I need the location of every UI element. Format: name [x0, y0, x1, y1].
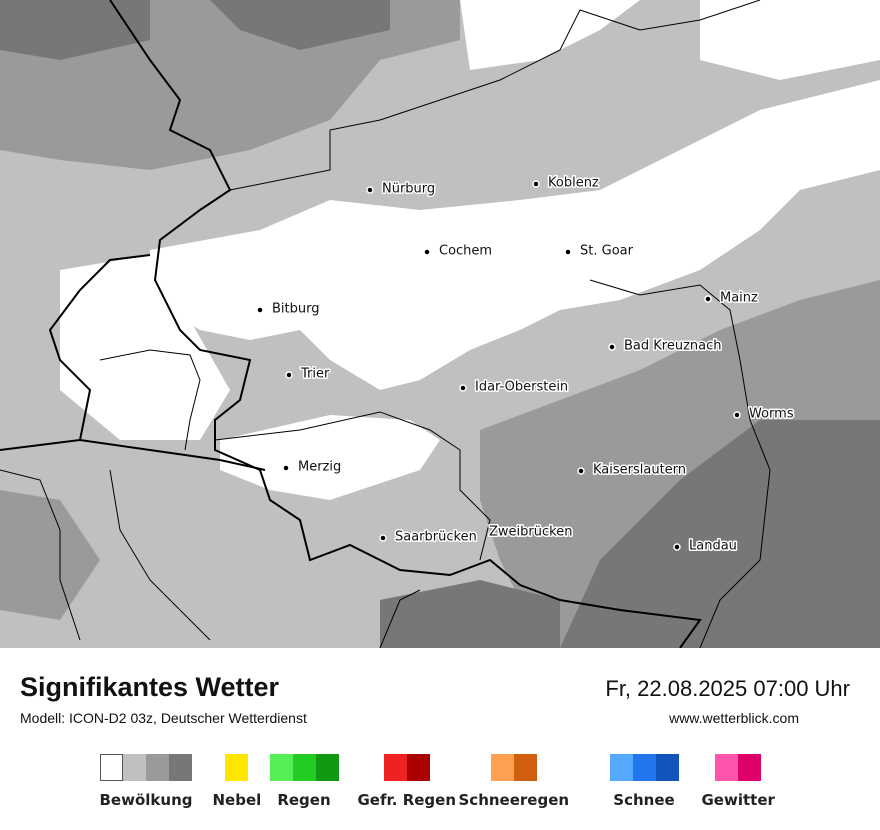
- legend-swatch: [738, 754, 762, 781]
- clear-area: [220, 415, 440, 500]
- legend-label: Schnee: [613, 791, 675, 809]
- map: Nürburg Koblenz Cochem St. Goar Bitburg Mainz…: [0, 0, 880, 648]
- city-dot: [673, 543, 681, 551]
- city-label: Zweibrücken: [489, 525, 572, 540]
- legend-item: Regen: [269, 754, 339, 809]
- cities: Nürburg Koblenz Cochem St. Goar Bitburg Mainz…: [256, 174, 795, 555]
- city-dot: [459, 384, 467, 392]
- region-lines: [0, 0, 771, 648]
- city-label: Cochem: [439, 244, 492, 259]
- city-dot: [379, 534, 387, 542]
- legend-swatches: [213, 754, 262, 781]
- legend-label: Gefr. Regen: [357, 791, 457, 809]
- city-label: Koblenz: [548, 176, 599, 191]
- borders: [0, 0, 702, 648]
- clear-area: [60, 255, 230, 440]
- city-label: Trier: [300, 367, 330, 382]
- legend-swatch: [122, 754, 146, 781]
- legend-label: Bewölkung: [99, 791, 193, 809]
- legend-item: Gewitter: [702, 754, 775, 809]
- city-dot: [256, 306, 264, 314]
- legend-swatches: [459, 754, 570, 781]
- legend-swatch: [715, 754, 739, 781]
- city-dot: [366, 186, 374, 194]
- cloud-dark: [0, 490, 100, 620]
- legend-swatches: [269, 754, 339, 781]
- city-dot: [564, 248, 572, 256]
- city-dot: [733, 411, 741, 419]
- date: Fr, 22.08.2025 07:00 Uhr: [605, 676, 850, 701]
- clear-area: [460, 0, 880, 80]
- city-label: Bad Kreuznach: [624, 339, 722, 354]
- legend-label: Gewitter: [701, 791, 775, 809]
- legend-swatch: [609, 754, 633, 781]
- legend-item: Bewölkung: [99, 754, 193, 809]
- legend-swatch: [655, 754, 679, 781]
- legend-swatches: [702, 754, 775, 781]
- cloud-darkest: [380, 420, 880, 648]
- legend: Bewölkung Nebel Regen Gefr. Regen Schneerege…: [0, 754, 880, 814]
- city-label: Worms: [749, 407, 794, 422]
- city-label: Mainz: [720, 291, 758, 306]
- city-dot: [285, 371, 293, 379]
- legend-swatches: [609, 754, 679, 781]
- legend-swatch: [383, 754, 407, 781]
- legend-swatch: [513, 754, 537, 781]
- city-label: Landau: [689, 539, 737, 554]
- legend-item: Nebel: [212, 754, 262, 809]
- city-dot: [282, 464, 290, 472]
- legend-swatch: [406, 754, 430, 781]
- legend-swatch: [292, 754, 316, 781]
- city-dot: [532, 180, 540, 188]
- legend-label: Regen: [277, 791, 331, 809]
- legend-label: Schneeregen: [458, 791, 570, 809]
- legend-swatches: [358, 754, 457, 781]
- city-dot: [608, 343, 616, 351]
- legend-swatch: [168, 754, 192, 781]
- city-dot: [423, 248, 431, 256]
- city-label: Kaiserslautern: [593, 463, 686, 478]
- city-dot: [577, 467, 585, 475]
- legend-swatches: [99, 754, 193, 781]
- legend-item: Gefr. Regen: [357, 754, 457, 809]
- city-label: Nürburg: [382, 182, 435, 197]
- legend-swatch: [269, 754, 293, 781]
- legend-swatch: [490, 754, 514, 781]
- legend-swatch: [632, 754, 656, 781]
- legend-swatch: [315, 754, 339, 781]
- legend-swatch: [145, 754, 169, 781]
- title: Signifikantes Wetter: [20, 672, 280, 702]
- city-label: St. Goar: [580, 244, 634, 259]
- legend-item: Schneeregen: [458, 754, 570, 809]
- city-label: Idar-Oberstein: [475, 380, 568, 395]
- clear-area: [150, 80, 880, 390]
- legend-item: Schnee: [609, 754, 679, 809]
- city-dot: [704, 295, 712, 303]
- city-label: Saarbrücken: [395, 530, 477, 545]
- url: www.wetterblick.com: [669, 710, 799, 726]
- legend-swatch: [99, 754, 123, 781]
- cloud-darkest: [0, 0, 390, 60]
- city-label: Bitburg: [272, 302, 320, 317]
- legend-swatch: [225, 754, 249, 781]
- subtitle: Modell: ICON-D2 03z, Deutscher Wetterdie…: [20, 710, 307, 726]
- city-label: Merzig: [298, 460, 341, 475]
- legend-label: Nebel: [212, 791, 262, 809]
